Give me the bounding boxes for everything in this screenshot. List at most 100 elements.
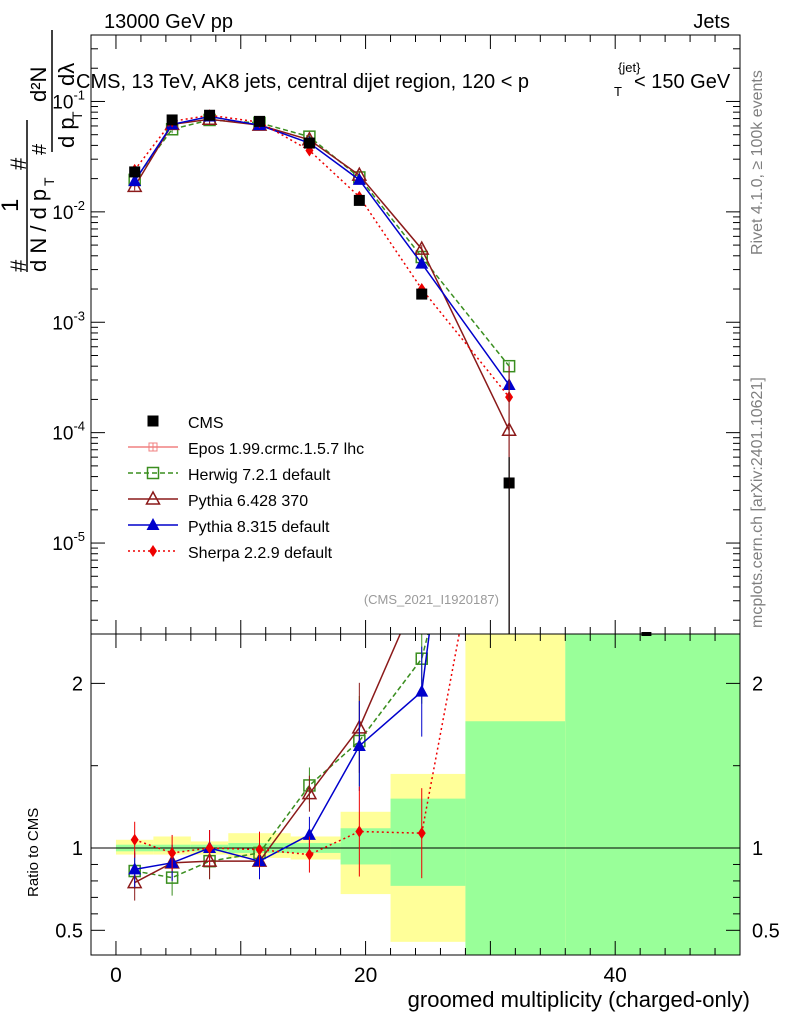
series-sherpa [130, 109, 514, 404]
legend-label-epos: Epos 1.99.crmc.1.5.7 lhc [188, 441, 364, 458]
plot-title-sup: {jet} [618, 60, 641, 75]
ytick-main-0: 10-1 [52, 87, 85, 113]
ratio-point-pythia8-0 [128, 862, 142, 875]
plot-title-main: CMS, 13 TeV, AK8 jets, central dijet reg… [76, 71, 529, 93]
legend-marker-epos [148, 442, 158, 452]
ratio-point-sherpa-1 [168, 846, 177, 859]
rivet-version: Rivet 4.1.0, ≥ 100k events [749, 70, 766, 255]
ylabel-hash-1: # [6, 259, 31, 272]
axes: 10-110-210-310-410-50.5 0.51 12 20 20 40 [52, 34, 780, 987]
ylabel-dlambda: dλ [54, 63, 79, 86]
ratio-point-pythia8-6 [415, 684, 429, 697]
ratio-point-sherpa-6 [417, 827, 426, 840]
band-inner-7 [465, 721, 566, 955]
point-cms-0 [129, 166, 141, 178]
ytick-ratio-right-1: 1 [752, 838, 763, 860]
ratio-panel [126, 634, 460, 901]
ratio-line-pythia8 [134, 634, 431, 871]
legend-label-cms: CMS [188, 415, 224, 432]
legend-label-sherpa: Sherpa 2.2.9 default [188, 545, 333, 562]
ratio-point-pythia8-4 [302, 827, 316, 840]
ratio-point-sherpa-5 [355, 825, 364, 838]
ylabel-dp: d p [54, 117, 79, 148]
ratio-point-sherpa-0 [130, 833, 139, 846]
point-cms-5 [353, 194, 365, 206]
point-pythia8-5 [352, 172, 366, 185]
ytick-ratio-right-0: 0.5 [752, 920, 780, 942]
series-cms [129, 109, 515, 489]
legend-marker-pythia8 [146, 518, 160, 530]
ylabel-d2N: d²N [26, 67, 51, 102]
xlabel: groomed multiplicity (charged-only) [408, 987, 750, 1012]
ratio-series-sherpa [130, 634, 460, 879]
ytick-ratio-left-1: 1 [72, 838, 83, 860]
point-cms-6 [416, 288, 428, 300]
header-right: Jets [693, 11, 730, 33]
band-inner-6 [390, 798, 466, 886]
ratio-bands [91, 634, 740, 955]
legend-marker-cms [147, 415, 159, 427]
legend-item-sherpa: Sherpa 2.2.9 default [128, 545, 333, 562]
ylabel-top: # 1 d N / d p T # # d²N d p T dλ [0, 30, 85, 272]
line-herwig [134, 119, 510, 367]
point-cms-3 [253, 115, 265, 127]
xtick-1: 20 [354, 964, 377, 987]
legend-item-pythia6: Pythia 6.428 370 [128, 490, 308, 510]
ylabel-hash-3: # [29, 143, 51, 155]
ratio-point-pythia6-4 [301, 785, 318, 800]
plot-title: CMS, 13 TeV, AK8 jets, central dijet reg… [76, 60, 731, 99]
ytick-ratio-left-2: 2 [72, 673, 83, 695]
ytick-ratio-right-2: 2 [752, 673, 763, 695]
main-panel [126, 109, 517, 634]
legend-label-pythia6: Pythia 6.428 370 [188, 493, 308, 510]
ratio-point-pythia6-0 [126, 873, 143, 889]
ytick-ratio-left-0: 0.5 [55, 920, 83, 942]
legend-marker-sherpa [149, 545, 157, 557]
series-pythia6 [126, 110, 517, 437]
point-pythia8-0 [128, 174, 142, 187]
plot-title-end: < 150 GeV [634, 71, 731, 93]
ratio-point-pythia8-5 [352, 738, 366, 751]
ratio-line-pythia6 [134, 634, 402, 884]
ylabel-one: 1 [0, 199, 24, 212]
band-inner-8 [565, 634, 740, 955]
band-inner-5 [340, 828, 391, 865]
line-pythia8 [134, 115, 510, 386]
point-pythia6-6 [413, 240, 430, 255]
point-cms-1 [166, 114, 178, 126]
ylabel-T2: T [69, 111, 85, 120]
ratio-point-pythia6-2 [201, 852, 218, 867]
legend-item-epos: Epos 1.99.crmc.1.5.7 lhc [128, 441, 364, 458]
ytick-main-1: 10-2 [52, 198, 85, 224]
ylabel-T1: T [41, 177, 57, 186]
legend-label-herwig: Herwig 7.2.1 default [188, 467, 331, 484]
ytick-main-3: 10-4 [52, 419, 85, 445]
ytick-main-2: 10-3 [52, 308, 85, 334]
ratio-line-sherpa [134, 634, 460, 856]
legend-marker-herwig [146, 466, 160, 480]
series-pythia8 [128, 109, 516, 391]
legend-item-pythia8: Pythia 8.315 default [128, 518, 330, 536]
ratio-point-sherpa-4 [305, 848, 314, 861]
plot-title-sub: T [614, 84, 622, 99]
legend: CMS Epos 1.99.crmc.1.5.7 lhc Herwig 7.2.1 … [128, 415, 364, 562]
line-sherpa [134, 114, 510, 398]
point-pythia8-6 [415, 256, 429, 269]
point-cms-4 [303, 137, 315, 149]
line-pythia6 [134, 118, 510, 431]
point-cms-2 [204, 109, 216, 121]
analysis-watermark: (CMS_2021_I1920187) [364, 592, 499, 607]
ratio-point-sherpa-2 [205, 842, 214, 854]
legend-label-pythia8: Pythia 8.315 default [188, 519, 330, 536]
ytick-main-4: 10-5 [52, 529, 85, 555]
legend-marker-pythia6 [145, 490, 161, 505]
xtick-2: 40 [604, 964, 627, 987]
header-left: 13000 GeV pp [104, 11, 233, 33]
ratio-point-sherpa-3 [255, 843, 264, 856]
ylabel-hash-2: # [6, 157, 31, 170]
legend-item-cms: CMS [147, 415, 224, 432]
ylabel-ratio: Ratio to CMS [25, 808, 42, 897]
mcplots-credit: mcplots.cern.ch [arXiv:2401.10621] [749, 377, 766, 628]
legend-item-herwig: Herwig 7.2.1 default [128, 466, 331, 484]
